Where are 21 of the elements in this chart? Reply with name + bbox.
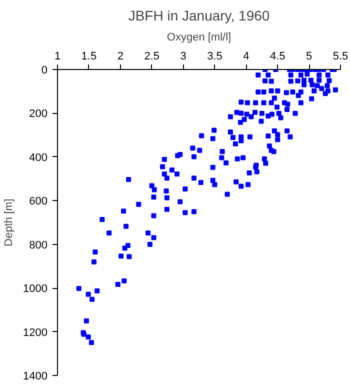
chart-title: JBFH in January, 1960	[128, 8, 270, 24]
x-tick-label: 3	[180, 50, 186, 62]
y-tick-label: 200	[29, 108, 48, 120]
y-tick-label: 800	[29, 239, 48, 252]
x-tick-label: 1.5	[81, 50, 97, 62]
y-tick-label: 1200	[23, 326, 48, 339]
x-axis-title: Oxygen [ml/l]	[166, 32, 232, 44]
y-tick-label: 1000	[23, 283, 48, 296]
x-tick-label: 5	[306, 50, 312, 62]
y-tick-label: 1400	[23, 370, 48, 382]
x-tick-label: 2.5	[144, 50, 160, 62]
x-tick-label: 4	[243, 50, 250, 62]
x-tick-label: 3.5	[207, 50, 222, 62]
y-tick-label: 600	[29, 196, 48, 208]
x-tick-label: 4.5	[270, 50, 286, 62]
x-tick-label: 5.5	[332, 50, 348, 62]
y-axis-title: Depth [m]	[3, 198, 16, 246]
y-tick-label: 400	[29, 152, 48, 164]
x-tick-label: 2	[117, 50, 124, 62]
x-tick-label: 1	[54, 50, 61, 62]
y-tick-label: 0	[41, 64, 48, 76]
